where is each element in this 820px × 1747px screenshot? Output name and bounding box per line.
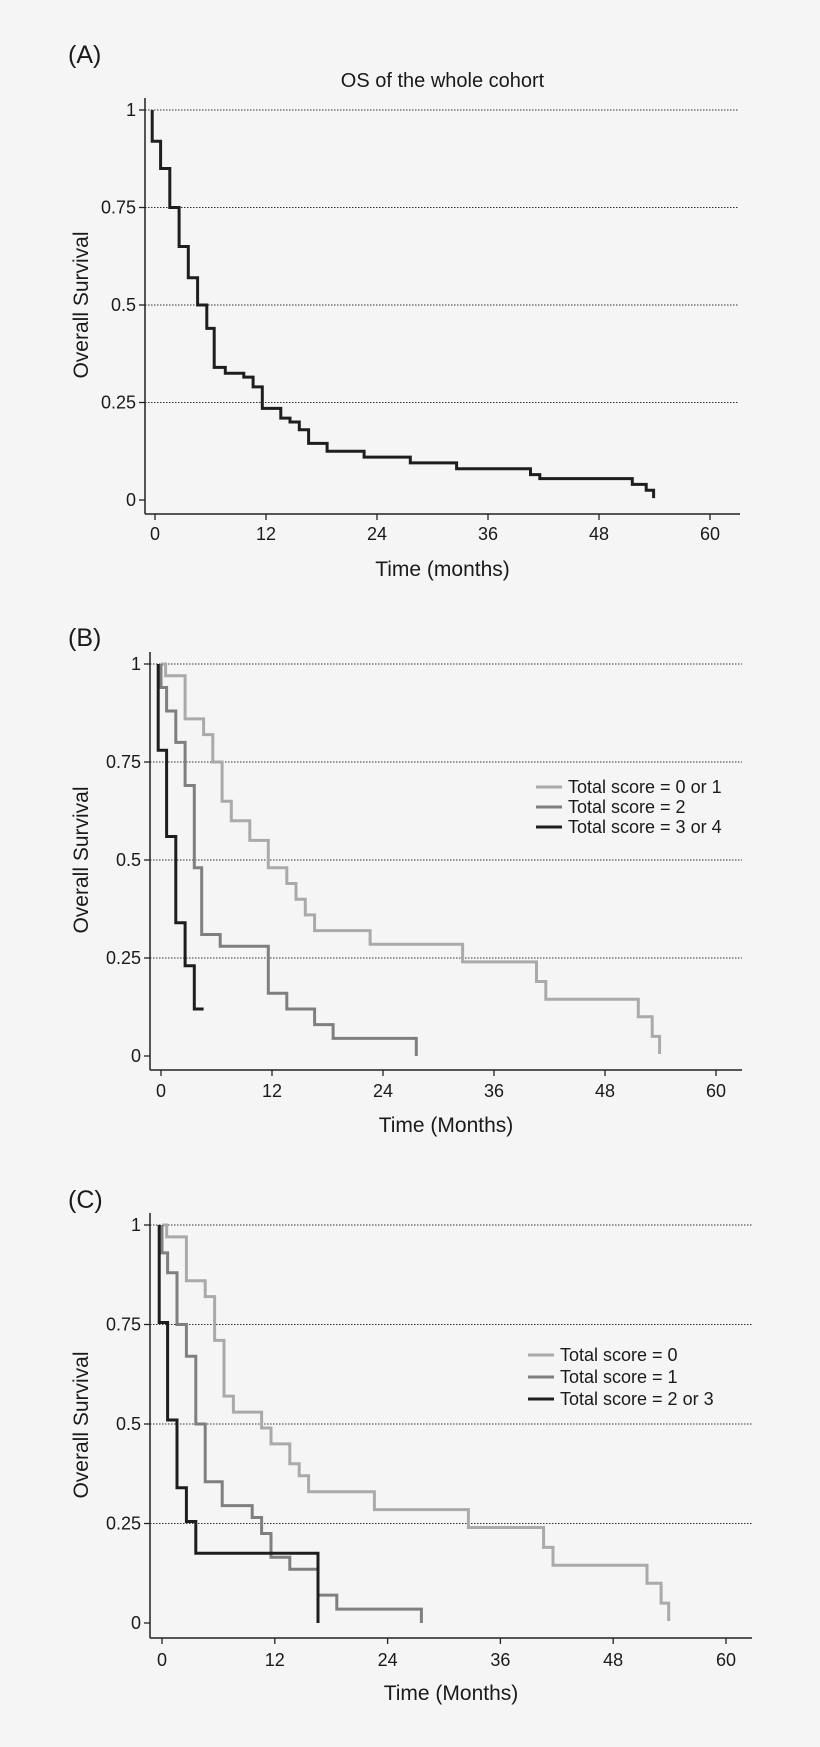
x-axis-label: Time (Months) [379,1114,514,1137]
panel-label: (B) [68,624,101,652]
x-tick-label: 24 [367,524,387,544]
series-line [150,110,656,499]
x-tick-label: 0 [150,524,160,544]
x-axis-label: Time (Months) [384,1682,519,1705]
legend-entry: Total score = 1 [560,1367,678,1387]
y-tick-label: 0.25 [106,948,141,968]
panel-label: (A) [68,41,101,69]
x-tick-label: 48 [595,1081,615,1101]
y-tick-label: 0.25 [106,1514,141,1534]
y-tick-label: 0.75 [101,198,136,218]
y-tick-label: 0.75 [106,752,141,772]
series-line [157,1225,320,1623]
y-axis-label: Overall Survival [70,231,93,378]
y-tick-label: 1 [131,1215,141,1235]
panel-a-chart: (A) OS of the whole cohort 0 0.25 0.5 0.75 1 0 1… [68,41,740,581]
x-axis-label: Time (months) [375,558,510,581]
y-tick-label: 0 [131,1613,141,1633]
y-tick-label: 0 [126,490,136,510]
x-tick-label: 60 [706,1081,726,1101]
x-tick-label: 12 [256,524,276,544]
y-tick-label: 0.5 [116,850,141,870]
y-axis-label: Overall Survival [70,1351,93,1498]
x-tick-label: 0 [156,1081,166,1101]
x-tick-label: 60 [716,1650,736,1670]
legend-entry: Total score = 0 [560,1345,678,1365]
x-tick-label: 48 [589,524,609,544]
y-tick-label: 0 [131,1046,141,1066]
series-line [161,662,662,1054]
y-tick-label: 0.75 [106,1315,141,1335]
legend-entry: Total score = 3 or 4 [568,817,722,837]
y-tick-label: 0.5 [116,1414,141,1434]
panel-label: (C) [68,1186,103,1214]
x-tick-label: 12 [262,1081,282,1101]
y-tick-label: 0.25 [101,393,136,413]
y-tick-label: 1 [131,654,141,674]
chart-title: OS of the whole cohort [341,70,545,92]
x-tick-label: 36 [490,1650,510,1670]
x-tick-label: 24 [373,1081,393,1101]
series-line [162,1223,671,1621]
panel-b-chart: (B) 0 0.25 0.5 0.75 1 0 12 24 36 48 60 Time (Months)… [68,624,742,1137]
x-tick-label: 0 [157,1650,167,1670]
legend-entry: Total score = 2 [568,797,686,817]
legend-entry: Total score = 0 or 1 [568,777,722,797]
y-axis-label: Overall Survival [70,786,93,933]
series-line [156,664,204,1011]
y-tick-label: 1 [126,100,136,120]
x-tick-label: 36 [478,524,498,544]
series-line [159,664,418,1056]
x-tick-label: 48 [603,1650,623,1670]
x-tick-label: 24 [378,1650,398,1670]
panel-c-chart: (C) 0 0.25 0.5 0.75 1 0 12 24 36 48 60 Time (Months)… [68,1186,752,1705]
y-tick-label: 0.5 [111,295,136,315]
x-tick-label: 36 [484,1081,504,1101]
x-tick-label: 60 [700,524,720,544]
x-tick-label: 12 [265,1650,285,1670]
legend-entry: Total score = 2 or 3 [560,1389,714,1409]
